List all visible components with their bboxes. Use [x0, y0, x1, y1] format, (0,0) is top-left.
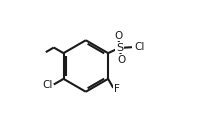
Text: Cl: Cl: [135, 42, 145, 52]
Text: O: O: [114, 30, 123, 41]
Text: F: F: [114, 84, 120, 94]
Text: Cl: Cl: [43, 80, 53, 90]
Text: O: O: [117, 55, 126, 65]
Text: S: S: [116, 43, 123, 53]
